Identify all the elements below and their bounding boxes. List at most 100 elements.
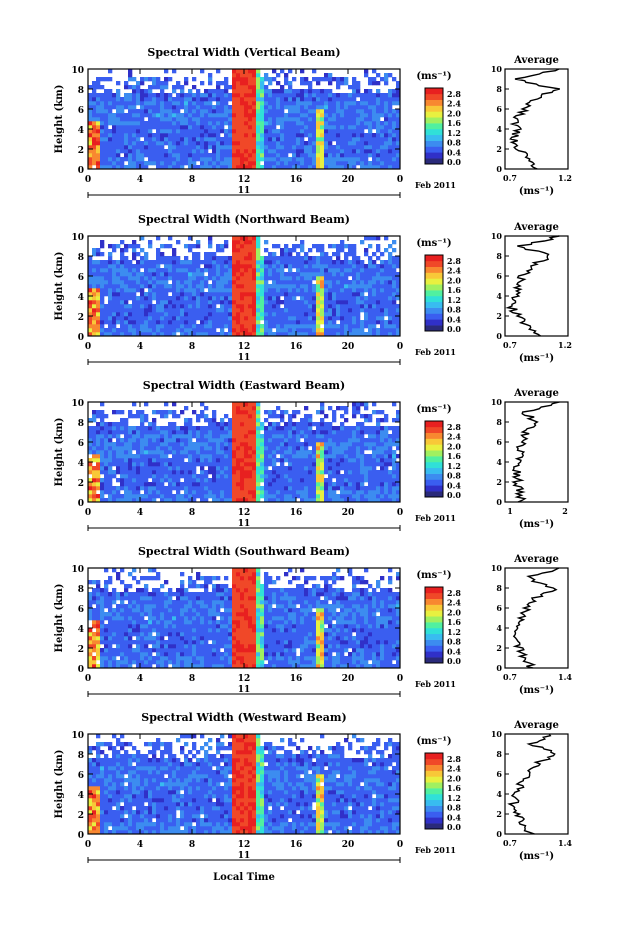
- heatmap-cell: [328, 109, 333, 114]
- heatmap-cell: [244, 316, 249, 321]
- heatmap-cell: [188, 161, 193, 166]
- heatmap-cell: [316, 129, 321, 134]
- heatmap-cell: [376, 81, 381, 86]
- heatmap-cell: [108, 482, 113, 487]
- heatmap-cell: [152, 486, 157, 491]
- heatmap-cell: [396, 113, 401, 118]
- heatmap-cell: [116, 125, 121, 130]
- heatmap-cell: [176, 125, 181, 130]
- heatmap-cell: [184, 93, 189, 98]
- heatmap-cell: [196, 260, 201, 265]
- heatmap-cell: [328, 442, 333, 447]
- heatmap-cell: [244, 466, 249, 471]
- heatmap-cell: [128, 474, 133, 479]
- heatmap-cell: [236, 125, 241, 130]
- heatmap-cell: [256, 430, 261, 435]
- heatmap-cell: [124, 458, 129, 463]
- heatmap-cell: [188, 304, 193, 309]
- heatmap-cell: [384, 320, 389, 325]
- heatmap-cell: [256, 328, 261, 333]
- heatmap-cell: [352, 308, 357, 313]
- heatmap-cell: [344, 93, 349, 98]
- heatmap-cell: [280, 466, 285, 471]
- heatmap-cell: [200, 300, 205, 305]
- heatmap-cell: [332, 77, 337, 82]
- heatmap-cell: [220, 446, 225, 451]
- heatmap-cell: [364, 406, 369, 411]
- heatmap-cell: [364, 109, 369, 114]
- heatmap-cell: [128, 316, 133, 321]
- heatmap-cell: [144, 324, 149, 329]
- heatmap-cell: [364, 284, 369, 289]
- heatmap-cell: [176, 109, 181, 114]
- heatmap-cell: [184, 328, 189, 333]
- heatmap-cell: [124, 332, 129, 337]
- heatmap-cell: [152, 117, 157, 122]
- heatmap-cell: [216, 97, 221, 102]
- heatmap-cell: [300, 304, 305, 309]
- heatmap-cell: [344, 284, 349, 289]
- heatmap-cell: [248, 129, 253, 134]
- heatmap-cell: [352, 117, 357, 122]
- heatmap-cell: [252, 240, 257, 245]
- heatmap-cell: [276, 117, 281, 122]
- heatmap-cell: [108, 161, 113, 166]
- heatmap-cell: [120, 248, 125, 253]
- heatmap-cell: [316, 410, 321, 415]
- heatmap-cell: [304, 426, 309, 431]
- heatmap-cell: [272, 498, 277, 503]
- heatmap-cell: [100, 292, 105, 297]
- heatmap-cell: [332, 161, 337, 166]
- heatmap-cell: [260, 149, 265, 154]
- heatmap-cell: [244, 137, 249, 142]
- heatmap-cell: [280, 256, 285, 261]
- heatmap-cell: [108, 149, 113, 154]
- heatmap-cell: [92, 454, 97, 459]
- heatmap-cell: [116, 153, 121, 158]
- heatmap-cell: [92, 149, 97, 154]
- heatmap-cell: [96, 332, 101, 337]
- heatmap-cell: [104, 153, 109, 158]
- heatmap-cell: [368, 498, 373, 503]
- heatmap-cell: [236, 276, 241, 281]
- heatmap-cell: [116, 145, 121, 150]
- heatmap-cell: [248, 288, 253, 293]
- heatmap-cell: [160, 252, 165, 257]
- heatmap-cell: [256, 284, 261, 289]
- heatmap-cell: [164, 81, 169, 86]
- heatmap-cell: [260, 256, 265, 261]
- heatmap-cell: [320, 105, 325, 110]
- heatmap-cell: [160, 105, 165, 110]
- heatmap-cell: [252, 244, 257, 249]
- heatmap-cell: [376, 125, 381, 130]
- heatmap-cell: [172, 260, 177, 265]
- heatmap-cell: [156, 288, 161, 293]
- heatmap-cell: [344, 442, 349, 447]
- heatmap-cell: [276, 157, 281, 162]
- heatmap-cell: [288, 264, 293, 269]
- heatmap-cell: [336, 93, 341, 98]
- heatmap-cell: [240, 256, 245, 261]
- heatmap-cell: [244, 145, 249, 150]
- heatmap-cell: [152, 296, 157, 301]
- heatmap-cell: [384, 145, 389, 150]
- heatmap-cell: [176, 141, 181, 146]
- heatmap-cell: [296, 129, 301, 134]
- heatmap-cell: [348, 494, 353, 499]
- heatmap-cell: [260, 478, 265, 483]
- heatmap-cell: [236, 296, 241, 301]
- heatmap-cell: [168, 256, 173, 261]
- heatmap-cell: [144, 113, 149, 118]
- heatmap-cell: [196, 332, 201, 337]
- heatmap-cell: [100, 450, 105, 455]
- heatmap-cell: [244, 236, 249, 241]
- heatmap-cells: [88, 236, 401, 337]
- y-tick-label: 6: [78, 106, 84, 116]
- heatmap-cell: [128, 260, 133, 265]
- heatmap-cell: [368, 272, 373, 277]
- heatmap-cell: [140, 113, 145, 118]
- heatmap-cell: [88, 272, 93, 277]
- heatmap-cell: [96, 97, 101, 102]
- x-tick-label: 12: [238, 175, 251, 185]
- heatmap-cell: [184, 324, 189, 329]
